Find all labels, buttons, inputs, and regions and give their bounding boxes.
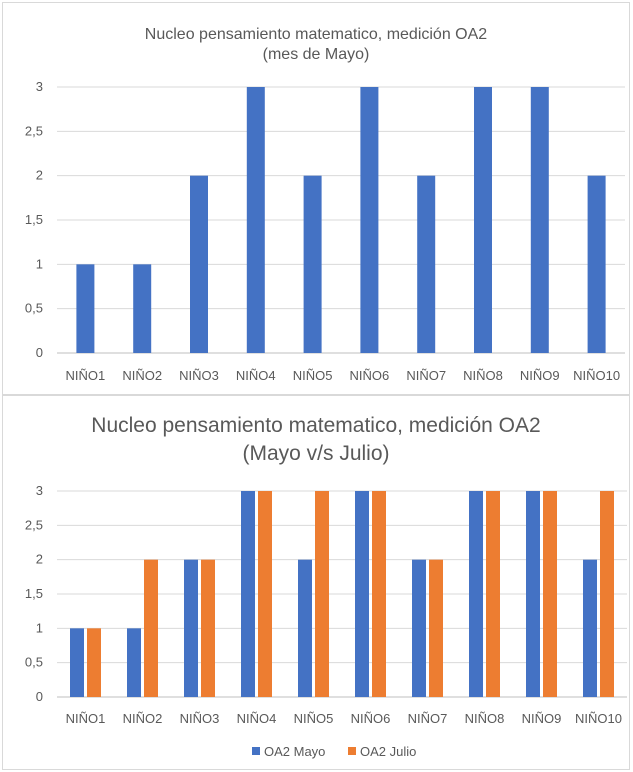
bar-oa2-mayo-1 [70,628,84,697]
bar-oa2-mayo-9 [526,491,540,697]
bar-oa2-mayo-3 [184,559,198,697]
y-tick-label: 0,5 [25,301,43,316]
chart-1-plot: 0 0,5 1 1,5 2 2,5 3 NIÑO1 NIÑO2 NIÑO3 NIÑO4 NIÑO5 NI… [25,79,625,383]
legend-swatch-2 [348,747,356,755]
chart-1-subtitle: (mes de Mayo) [262,46,370,63]
x-tick-label: NIÑO7 [406,368,446,383]
bar-oa2-julio-10 [600,491,614,697]
y-tick-label: 2,5 [25,123,43,138]
chart-2-subtitle: (Mayo v/s Julio) [242,442,390,465]
x-tick-label: NIÑO4 [237,711,277,726]
bar-oa2-mayo-7 [412,559,426,697]
bar-series-5 [303,175,322,353]
y-tick-label: 3 [36,79,43,94]
chart-1-title: Nucleo pensamiento matematico, medición … [144,26,488,43]
x-tick-label: NIÑO10 [575,711,622,726]
x-tick-label: NIÑO9 [520,368,560,383]
x-tick-label: NIÑO2 [122,368,162,383]
bar-oa2-julio-5 [315,491,329,697]
bar-oa2-mayo-4 [241,491,255,697]
y-tick-label: 1,5 [25,212,43,227]
bar-series-3 [190,175,208,353]
chart-2-panel: Nucleo pensamiento matematico, medición … [2,395,630,770]
y-tick-label: 0,5 [25,655,43,670]
y-tick-label: 2 [36,552,43,567]
x-tick-label: NIÑO4 [236,368,276,383]
bar-oa2-julio-9 [543,491,557,697]
bar-series-6 [360,87,379,353]
chart-2-plot: 0 0,5 1 1,5 2 2,5 3 NIÑO1 NIÑO2 NIÑO3 NIÑO4 NIÑO5 NI… [25,483,627,759]
bar-series-7 [417,175,436,353]
y-tick-label: 0 [36,345,43,360]
x-tick-label: NIÑO7 [408,711,448,726]
bar-oa2-mayo-5 [298,559,312,697]
x-tick-label: NIÑO3 [179,368,219,383]
bar-series-8 [474,87,492,353]
bar-oa2-mayo-10 [583,559,597,697]
y-tick-label: 0 [36,689,43,704]
bar-series-9 [530,87,549,353]
x-tick-label: NIÑO1 [66,368,106,383]
bar-series-2 [133,264,152,353]
x-tick-label: NIÑO6 [350,368,390,383]
y-tick-label: 2 [36,168,43,183]
bar-series-10 [587,175,606,353]
x-tick-label: NIÑO8 [463,368,503,383]
x-tick-label: NIÑO10 [573,368,620,383]
x-tick-label: NIÑO9 [522,711,562,726]
bar-series-1 [76,264,95,353]
x-tick-label: NIÑO3 [180,711,220,726]
bar-oa2-julio-6 [372,491,386,697]
y-tick-label: 3 [36,483,43,498]
x-tick-label: NIÑO5 [294,711,334,726]
chart-1-panel: Nucleo pensamiento matematico, medición … [2,2,630,395]
x-tick-label: NIÑO8 [465,711,505,726]
y-tick-label: 1 [36,620,43,635]
bar-oa2-julio-3 [201,559,215,697]
bar-oa2-julio-1 [87,628,101,697]
bar-oa2-julio-4 [258,491,272,697]
legend-label-2: OA2 Julio [360,744,416,759]
bar-oa2-julio-2 [144,559,158,697]
chart-2-title: Nucleo pensamiento matematico, medición … [91,414,541,437]
bar-oa2-julio-7 [429,559,443,697]
bar-oa2-mayo-2 [127,628,141,697]
y-tick-label: 2,5 [25,517,43,532]
x-tick-label: NIÑO6 [351,711,391,726]
bar-oa2-mayo-8 [469,491,483,697]
y-tick-label: 1 [36,256,43,271]
bar-oa2-mayo-6 [355,491,369,697]
bar-series-4 [246,87,265,353]
x-tick-label: NIÑO1 [66,711,106,726]
bar-oa2-julio-8 [486,491,500,697]
y-tick-label: 1,5 [25,586,43,601]
legend-label-1: OA2 Mayo [264,744,325,759]
legend-swatch-1 [252,747,260,755]
x-tick-label: NIÑO2 [123,711,163,726]
x-tick-label: NIÑO5 [293,368,333,383]
